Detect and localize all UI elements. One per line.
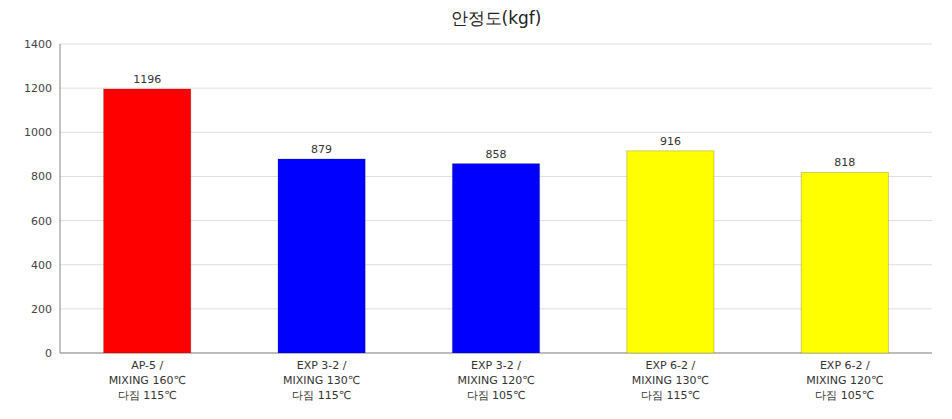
y-axis-line <box>60 44 61 353</box>
y-tick-label: 0 <box>45 347 52 360</box>
data-label: 818 <box>834 156 855 169</box>
x-tick-label: EXP 6-2 /MIXING 130℃다짐 115℃ <box>632 359 709 402</box>
bar <box>801 172 888 353</box>
y-tick-label: 1200 <box>24 82 52 95</box>
x-tick-label: EXP 3-2 /MIXING 130℃다짐 115℃ <box>283 359 360 402</box>
y-tick-label: 1000 <box>24 126 52 139</box>
y-tick-label: 1400 <box>24 38 52 51</box>
data-label: 858 <box>486 148 507 161</box>
y-tick-label: 400 <box>31 259 52 272</box>
data-label: 879 <box>311 143 332 156</box>
grid-line <box>60 88 932 89</box>
bar <box>104 89 191 353</box>
y-tick-label: 800 <box>31 170 52 183</box>
y-tick-label: 600 <box>31 215 52 228</box>
grid <box>60 44 932 353</box>
bar <box>452 164 539 353</box>
bar <box>627 151 714 353</box>
chart: 안정도(kgf) 0 200 400 600 800 1000 1200 1400 1196 879… <box>0 0 952 419</box>
data-label: 916 <box>660 135 681 148</box>
data-label: 1196 <box>133 73 161 86</box>
x-tick-label: EXP 6-2 /MIXING 120℃다짐 105℃ <box>806 359 883 402</box>
bar <box>278 159 365 353</box>
grid-line <box>60 44 932 45</box>
y-tick-label: 200 <box>31 303 52 316</box>
x-tick-label: EXP 3-2 /MIXING 120℃다짐 105℃ <box>457 359 534 402</box>
bars <box>104 89 889 353</box>
title: 안정도(kgf) <box>451 8 542 28</box>
x-tick-label: AP-5 /MIXING 160℃다짐 115℃ <box>109 359 186 402</box>
